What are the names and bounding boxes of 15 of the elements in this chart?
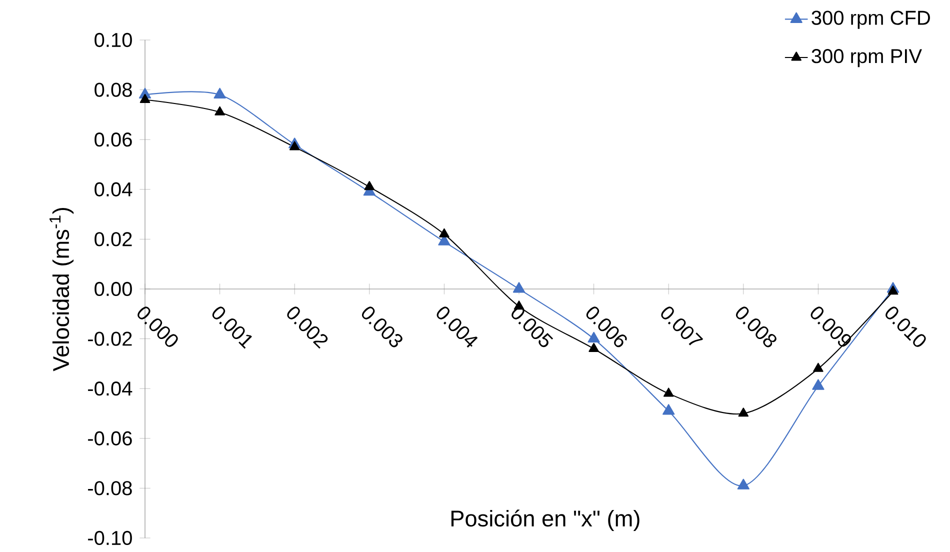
y-tick-label: 0.04 xyxy=(94,182,132,197)
legend-label: 300 rpm PIV xyxy=(812,49,922,68)
y-axis-title: Velocidad (ms$^{-1}$) xyxy=(50,208,74,372)
y-tick-label: -0.06 xyxy=(88,431,132,446)
y-tick-label: 0.06 xyxy=(94,132,132,147)
y-tick-label: 0.10 xyxy=(94,33,132,48)
y-tick-label: 0.00 xyxy=(94,282,132,296)
y-tick-label: -0.08 xyxy=(88,481,132,496)
y-tick-label: 0.08 xyxy=(94,82,132,97)
legend-label: 300 rpm CFD xyxy=(812,10,930,29)
x-axis-title: Posición en "x" (m) xyxy=(451,510,640,532)
y-tick-label: -0.04 xyxy=(88,382,132,396)
y-tick-label: -0.02 xyxy=(88,332,132,346)
y-tick-label: -0.10 xyxy=(88,531,132,546)
y-tick-label: 0.02 xyxy=(94,232,132,246)
